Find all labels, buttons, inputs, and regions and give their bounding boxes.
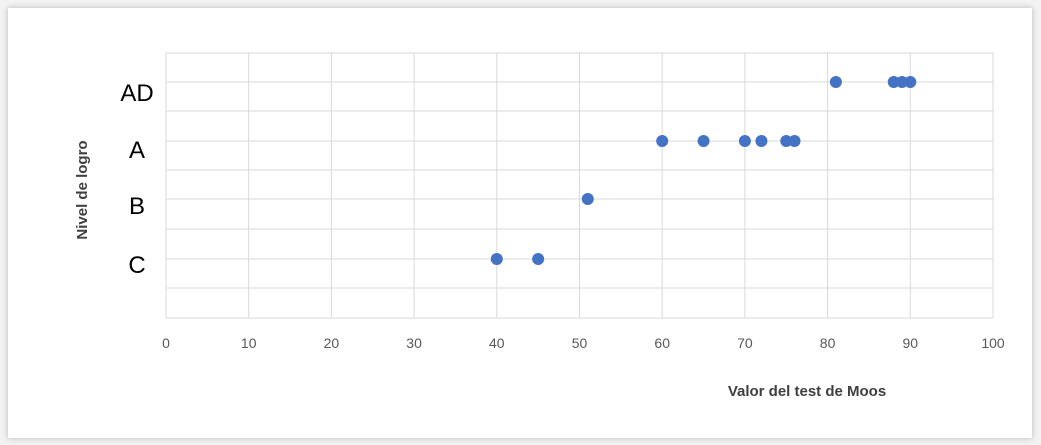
- x-tick-label: 60: [654, 335, 670, 351]
- data-point: [829, 76, 842, 88]
- grid-lines: [165, 52, 994, 319]
- y-category-labels: C B A AD: [120, 80, 153, 279]
- x-tick-label: 50: [572, 335, 588, 351]
- chart-frame: [8, 8, 1032, 438]
- y-category-label: C: [128, 252, 145, 279]
- data-point: [755, 135, 768, 147]
- data-point: [656, 135, 669, 147]
- data-point: [490, 253, 503, 265]
- data-point: [738, 135, 751, 147]
- x-tick-label: 30: [406, 335, 422, 351]
- y-category-label: B: [129, 193, 145, 220]
- y-category-label: AD: [120, 80, 153, 107]
- data-point: [532, 253, 545, 265]
- x-tick-label: 20: [324, 335, 340, 351]
- x-tick-label: 100: [981, 335, 1005, 351]
- x-tick-label: 90: [903, 335, 919, 351]
- data-point: [904, 76, 917, 88]
- y-axis-title: Nivel de logro: [74, 140, 91, 239]
- x-tick-label: 40: [489, 335, 505, 351]
- x-tick-label: 0: [162, 335, 170, 351]
- data-point: [780, 135, 793, 147]
- data-point: [788, 135, 801, 147]
- x-tick-label: 10: [241, 335, 257, 351]
- data-point: [896, 76, 909, 88]
- y-category-label: A: [129, 137, 145, 164]
- x-tick-label: 80: [820, 335, 836, 351]
- x-tick-labels: 0 10 20 30 40 50 60 70 80 90 100: [162, 335, 1005, 351]
- x-tick-label: 70: [737, 335, 753, 351]
- data-point: [697, 135, 710, 147]
- data-point: [887, 76, 900, 88]
- data-points: [490, 76, 917, 265]
- data-point: [581, 193, 594, 205]
- x-axis-title: Valor del test de Moos: [728, 383, 886, 400]
